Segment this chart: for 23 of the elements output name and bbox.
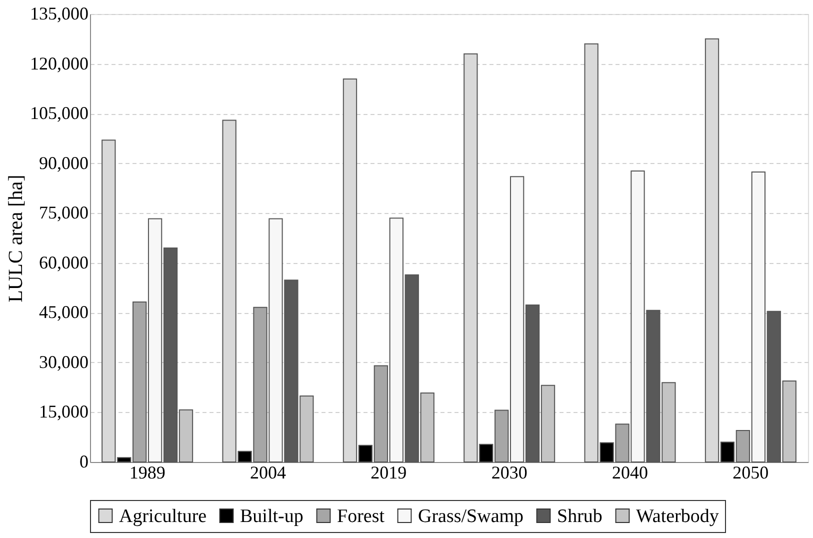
legend-label: Agriculture	[119, 506, 207, 527]
x-tick-label: 2019	[370, 462, 407, 482]
y-tick-label: 45,000	[39, 302, 88, 322]
x-tick-label: 2004	[250, 462, 286, 482]
x-tick-label: 2030	[491, 462, 528, 482]
legend-label: Waterbody	[636, 506, 720, 527]
y-tick-label: 105,000	[30, 103, 88, 124]
legend-label: Built-up	[240, 506, 304, 527]
y-tick-label: 60,000	[39, 252, 88, 272]
legend-label: Shrub	[557, 506, 602, 527]
y-axis-title: LULC area [ha]	[5, 174, 27, 302]
x-tick-label: 2040	[612, 462, 648, 482]
x-tick-label: 2050	[732, 462, 769, 482]
y-tick-label: 0	[80, 452, 88, 472]
legend-label: Forest	[337, 506, 386, 527]
y-tick-label: 75,000	[39, 202, 88, 223]
text: Grass/Swamp	[418, 506, 524, 527]
y-tick-label: 120,000	[30, 53, 88, 74]
y-tick-label: 90,000	[39, 152, 88, 173]
y-tick-label: 30,000	[39, 352, 88, 372]
x-tick-label: 1989	[129, 462, 166, 482]
y-tick-label: 15,000	[39, 402, 88, 422]
y-tick-label: 135,000	[30, 4, 88, 24]
